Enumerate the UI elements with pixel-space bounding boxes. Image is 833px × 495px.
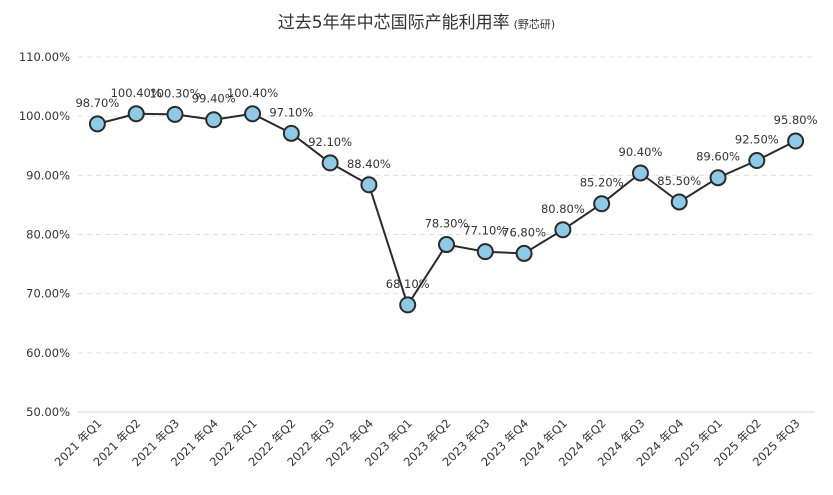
- data-label: 90.40%: [619, 145, 663, 159]
- y-tick-label: 100.00%: [19, 109, 70, 123]
- data-point: [88, 115, 106, 133]
- data-point: [476, 243, 494, 261]
- data-point: [631, 164, 649, 182]
- data-label: 80.80%: [541, 202, 585, 216]
- data-label: 76.80%: [502, 225, 546, 239]
- data-label: 68.10%: [386, 277, 430, 291]
- data-point: [127, 105, 145, 123]
- data-label: 100.40%: [111, 86, 162, 100]
- data-label: 97.10%: [269, 105, 313, 119]
- y-tick-label: 50.00%: [26, 405, 70, 419]
- data-point: [282, 124, 300, 142]
- y-tick-label: 80.00%: [26, 228, 70, 242]
- y-tick-label: 70.00%: [26, 287, 70, 301]
- data-label: 85.20%: [580, 176, 624, 190]
- data-point: [748, 152, 766, 170]
- data-point: [787, 132, 805, 150]
- data-point: [399, 296, 417, 314]
- data-point: [670, 193, 688, 211]
- data-point: [554, 221, 572, 239]
- y-tick-label: 90.00%: [26, 168, 70, 182]
- data-label: 92.50%: [735, 133, 779, 147]
- chart-title: 过去5年年中芯国际产能利用率: [277, 13, 510, 33]
- data-point: [166, 105, 184, 123]
- y-tick-label: 110.00%: [19, 50, 70, 64]
- data-label: 89.60%: [696, 150, 740, 164]
- data-label: 99.40%: [192, 92, 236, 106]
- data-label: 100.30%: [149, 86, 200, 100]
- data-label: 98.70%: [75, 96, 119, 110]
- data-label: 100.40%: [227, 86, 278, 100]
- data-point: [205, 111, 223, 129]
- chart-subtitle: (野芯研): [513, 18, 556, 31]
- data-label: 95.80%: [774, 113, 818, 127]
- data-label: 77.10%: [463, 224, 507, 238]
- data-label: 85.50%: [657, 174, 701, 188]
- data-point: [244, 105, 262, 123]
- y-tick-label: 60.00%: [26, 346, 70, 360]
- series-line: [97, 112, 797, 306]
- data-point: [438, 236, 455, 254]
- data-point: [593, 195, 611, 213]
- data-label: 88.40%: [347, 157, 391, 171]
- chart-title-block: 过去5年年中芯国际产能利用率 (野芯研): [0, 8, 833, 33]
- data-point: [709, 169, 727, 187]
- data-point: [360, 176, 378, 194]
- data-point: [515, 244, 533, 262]
- data-point: [321, 154, 339, 172]
- data-label: 92.10%: [308, 135, 352, 149]
- data-label: 78.30%: [425, 217, 469, 231]
